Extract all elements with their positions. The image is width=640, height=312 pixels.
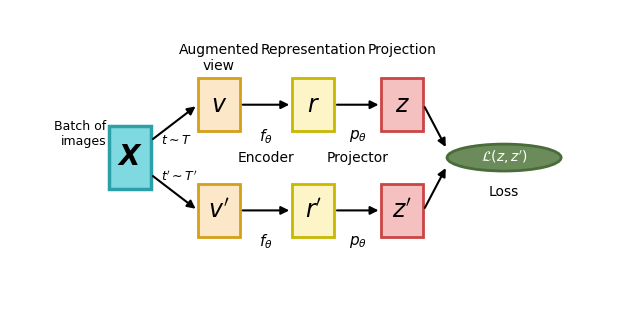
Text: $p_\theta$: $p_\theta$: [349, 129, 367, 144]
Text: Augmented: Augmented: [179, 43, 259, 57]
Text: $\mathit{z'}$: $\mathit{z'}$: [392, 198, 412, 222]
FancyBboxPatch shape: [109, 126, 150, 189]
Text: $\mathcal{L}(z,z')$: $\mathcal{L}(z,z')$: [481, 149, 527, 166]
Text: $t \sim T$: $t \sim T$: [161, 134, 191, 147]
FancyBboxPatch shape: [198, 184, 240, 237]
Text: $\mathit{v'}$: $\mathit{v'}$: [208, 198, 230, 222]
Text: Batch of
images: Batch of images: [54, 119, 106, 148]
Text: view: view: [203, 59, 235, 73]
Text: $p_\theta$: $p_\theta$: [349, 234, 367, 250]
Text: Loss: Loss: [489, 185, 519, 199]
Text: Projection: Projection: [368, 43, 437, 57]
FancyBboxPatch shape: [198, 78, 240, 131]
Text: $\mathit{v}$: $\mathit{v}$: [211, 93, 227, 117]
FancyBboxPatch shape: [381, 184, 424, 237]
Text: $f_\theta$: $f_\theta$: [259, 233, 273, 251]
Text: Representation: Representation: [260, 43, 366, 57]
Text: $\mathbfit{X}$: $\mathbfit{X}$: [116, 144, 143, 171]
FancyBboxPatch shape: [381, 78, 424, 131]
FancyBboxPatch shape: [292, 78, 334, 131]
Text: $\mathit{z}$: $\mathit{z}$: [395, 93, 410, 117]
Text: $\mathit{r}$: $\mathit{r}$: [307, 93, 319, 117]
FancyBboxPatch shape: [292, 184, 334, 237]
Text: $t' \sim T'$: $t' \sim T'$: [161, 169, 197, 184]
Ellipse shape: [447, 144, 561, 171]
Text: $\mathit{r'}$: $\mathit{r'}$: [305, 198, 322, 222]
Text: Projector: Projector: [327, 151, 388, 164]
Text: $f_\theta$: $f_\theta$: [259, 127, 273, 146]
Text: Encoder: Encoder: [237, 151, 294, 164]
